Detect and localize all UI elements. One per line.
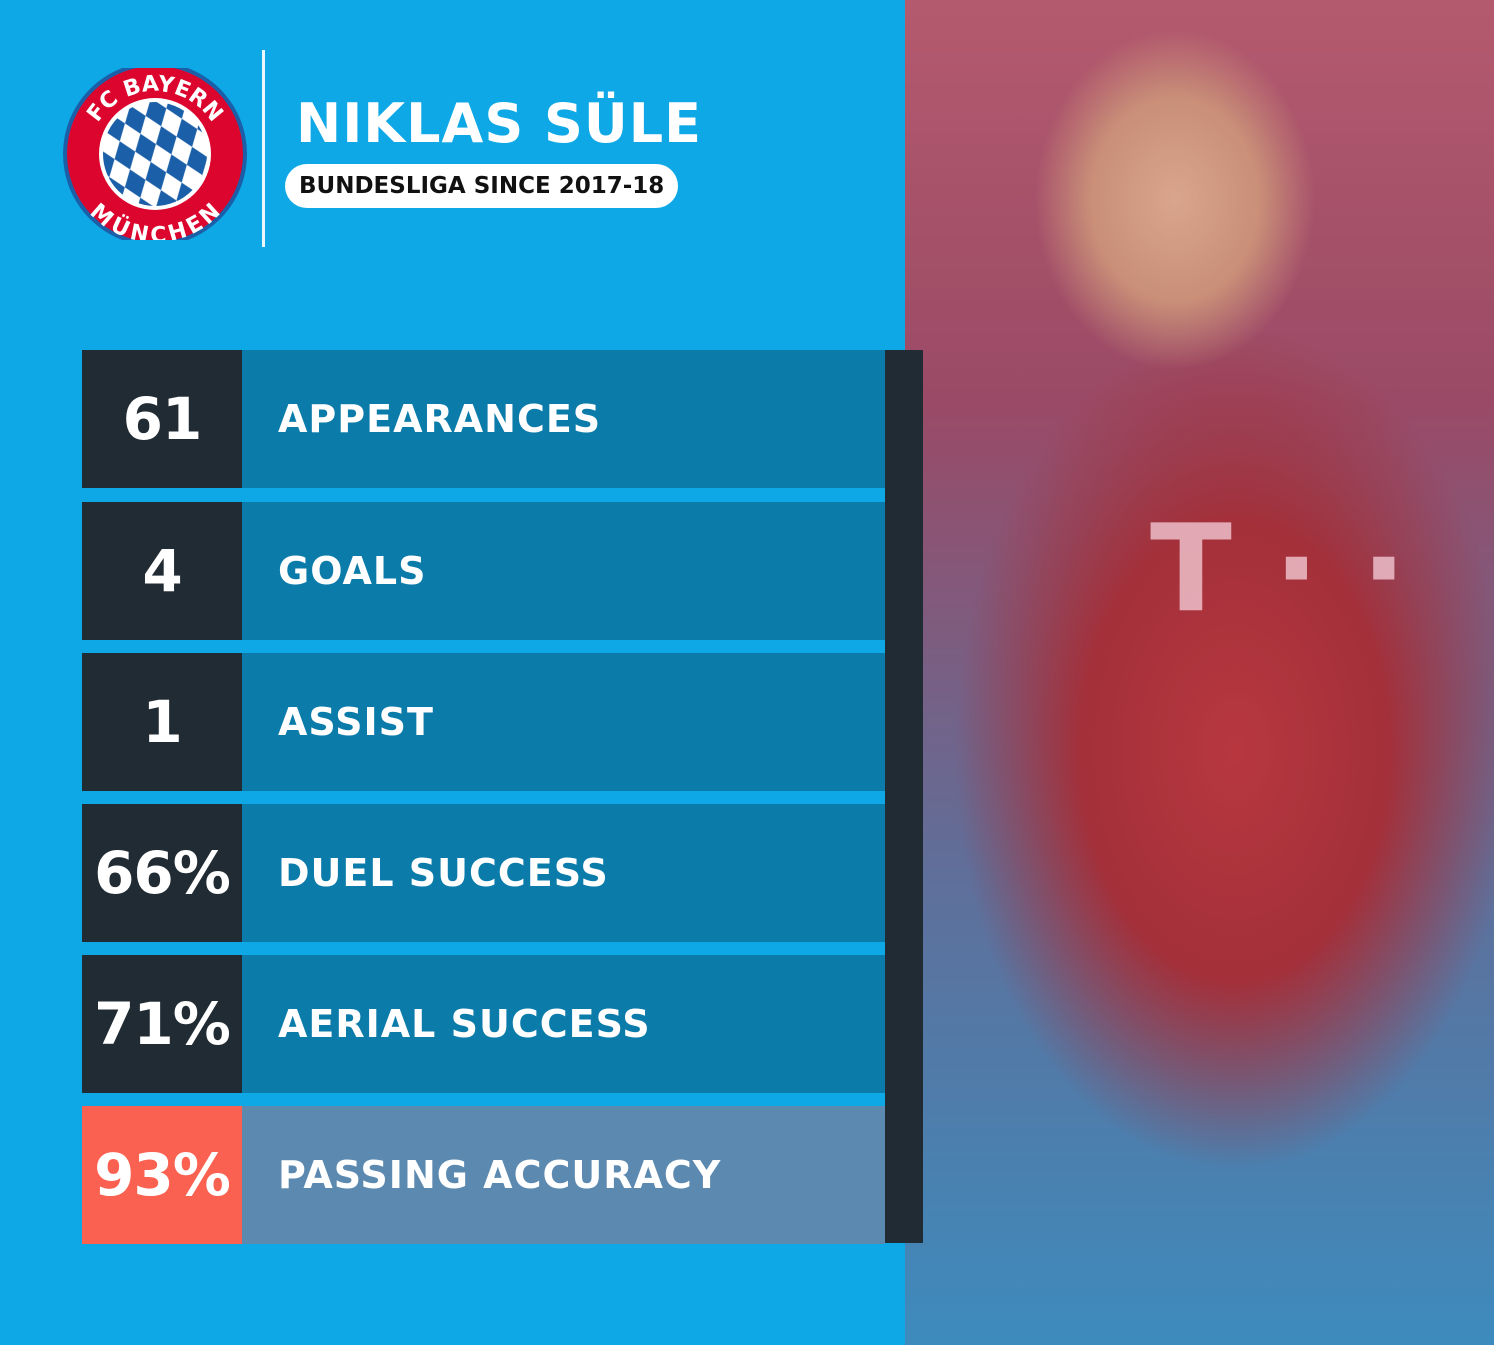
stats-side-bar: [885, 350, 923, 1243]
stat-label: AERIAL SUCCESS: [242, 955, 885, 1093]
player-name: NIKLAS SÜLE: [296, 92, 703, 155]
subtitle-badge: BUNDESLIGA SINCE 2017-18: [285, 164, 679, 208]
stat-value: 61: [82, 350, 242, 488]
stat-row-goals: 4 GOALS: [82, 502, 885, 640]
stat-label: APPEARANCES: [242, 350, 885, 488]
stat-value: 66%: [82, 804, 242, 942]
stat-label: DUEL SUCCESS: [242, 804, 885, 942]
stat-value: 71%: [82, 955, 242, 1093]
stat-value: 4: [82, 502, 242, 640]
stat-row-duel-success: 66% DUEL SUCCESS: [82, 804, 885, 942]
fc-bayern-logo: FC BAYERN MÜNCHEN: [63, 68, 247, 240]
stat-row-aerial-success: 71% AERIAL SUCCESS: [82, 955, 885, 1093]
stat-value: 93%: [82, 1106, 242, 1244]
stat-value: 1: [82, 653, 242, 791]
stat-label: GOALS: [242, 502, 885, 640]
shirt-sponsor-logo: T · ·: [1150, 500, 1407, 639]
stat-label: ASSIST: [242, 653, 885, 791]
stat-label: PASSING ACCURACY: [242, 1106, 885, 1244]
player-photo: [905, 0, 1494, 1345]
stat-row-assist: 1 ASSIST: [82, 653, 885, 791]
header-divider: [262, 50, 265, 247]
stat-row-passing-accuracy: 93% PASSING ACCURACY: [82, 1106, 885, 1244]
stat-row-appearances: 61 APPEARANCES: [82, 350, 885, 488]
